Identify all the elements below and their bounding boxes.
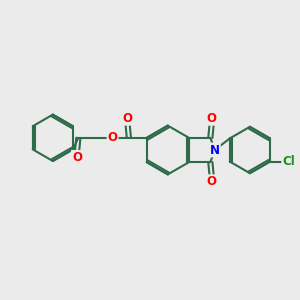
Text: O: O	[207, 175, 217, 188]
Text: N: N	[210, 143, 220, 157]
Text: O: O	[207, 112, 217, 125]
Text: O: O	[72, 151, 82, 164]
Text: O: O	[107, 131, 118, 144]
Text: O: O	[122, 112, 132, 125]
Text: Cl: Cl	[282, 155, 295, 168]
